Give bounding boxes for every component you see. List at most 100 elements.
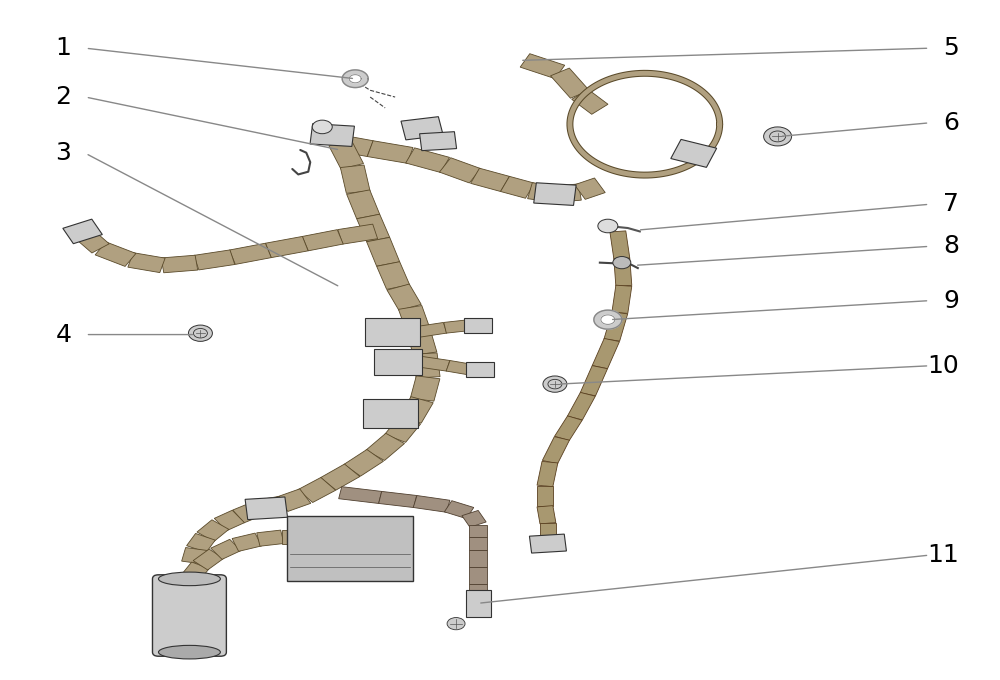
Circle shape <box>613 256 631 269</box>
Text: 11: 11 <box>928 543 959 567</box>
Polygon shape <box>580 366 608 396</box>
Bar <box>310 124 354 146</box>
Polygon shape <box>418 356 450 371</box>
Polygon shape <box>398 305 430 332</box>
Polygon shape <box>601 315 615 324</box>
Bar <box>466 362 494 377</box>
Polygon shape <box>572 89 608 114</box>
FancyBboxPatch shape <box>152 575 226 656</box>
Bar <box>363 399 418 428</box>
Polygon shape <box>181 562 209 582</box>
Polygon shape <box>74 228 109 253</box>
Polygon shape <box>357 214 390 242</box>
Polygon shape <box>257 530 284 546</box>
Polygon shape <box>553 184 581 202</box>
Polygon shape <box>347 190 380 219</box>
Circle shape <box>543 376 567 392</box>
Polygon shape <box>604 312 628 341</box>
Polygon shape <box>592 339 619 369</box>
Polygon shape <box>385 416 421 443</box>
Polygon shape <box>95 242 136 267</box>
Polygon shape <box>469 567 487 584</box>
Polygon shape <box>211 539 241 560</box>
Bar <box>464 318 492 333</box>
Polygon shape <box>337 135 373 156</box>
Polygon shape <box>399 396 433 423</box>
Polygon shape <box>379 492 417 507</box>
Polygon shape <box>406 148 450 173</box>
Polygon shape <box>232 533 262 551</box>
Text: 7: 7 <box>943 192 959 216</box>
Circle shape <box>312 120 332 134</box>
Circle shape <box>188 325 212 341</box>
Circle shape <box>548 379 562 389</box>
Polygon shape <box>338 224 378 244</box>
Polygon shape <box>340 165 370 193</box>
Polygon shape <box>332 532 358 549</box>
Polygon shape <box>367 141 413 163</box>
Ellipse shape <box>158 572 220 585</box>
Text: 9: 9 <box>943 288 959 313</box>
Polygon shape <box>309 530 336 545</box>
Text: 10: 10 <box>928 354 959 378</box>
Polygon shape <box>413 353 440 378</box>
Polygon shape <box>229 243 271 265</box>
Text: 1: 1 <box>56 36 71 61</box>
Polygon shape <box>444 320 471 333</box>
Polygon shape <box>439 158 481 183</box>
Polygon shape <box>182 547 207 564</box>
Polygon shape <box>377 262 410 290</box>
Circle shape <box>447 617 465 630</box>
Circle shape <box>764 127 792 146</box>
Polygon shape <box>406 328 437 355</box>
Polygon shape <box>551 68 589 98</box>
Polygon shape <box>612 285 632 313</box>
Text: 6: 6 <box>943 111 959 135</box>
Polygon shape <box>321 464 360 490</box>
Bar <box>374 349 422 375</box>
Polygon shape <box>255 496 285 516</box>
Polygon shape <box>537 486 553 506</box>
Polygon shape <box>469 537 487 550</box>
Bar <box>466 590 491 617</box>
Polygon shape <box>342 70 368 88</box>
Bar <box>534 183 576 205</box>
Bar <box>401 117 443 140</box>
Polygon shape <box>187 533 215 552</box>
Polygon shape <box>528 183 557 202</box>
Polygon shape <box>214 510 244 531</box>
Polygon shape <box>366 433 405 460</box>
Bar <box>245 497 288 520</box>
Polygon shape <box>302 230 343 251</box>
Polygon shape <box>540 523 556 540</box>
Polygon shape <box>349 75 361 83</box>
Circle shape <box>193 328 207 338</box>
Polygon shape <box>444 500 474 519</box>
Text: 3: 3 <box>56 141 71 165</box>
Polygon shape <box>194 250 235 270</box>
Polygon shape <box>610 231 630 259</box>
Polygon shape <box>339 487 382 503</box>
Polygon shape <box>298 477 336 503</box>
FancyBboxPatch shape <box>287 515 413 581</box>
Polygon shape <box>416 322 447 337</box>
Polygon shape <box>446 360 474 375</box>
Polygon shape <box>469 584 487 601</box>
Bar <box>365 318 420 346</box>
Polygon shape <box>542 437 569 464</box>
Polygon shape <box>161 255 198 273</box>
Polygon shape <box>555 416 582 441</box>
Polygon shape <box>537 506 556 524</box>
Polygon shape <box>277 489 311 511</box>
Polygon shape <box>410 376 440 401</box>
Polygon shape <box>265 237 308 258</box>
Polygon shape <box>575 178 605 199</box>
Polygon shape <box>282 530 310 543</box>
Circle shape <box>598 219 618 233</box>
Polygon shape <box>520 54 565 79</box>
Bar <box>671 139 717 167</box>
Polygon shape <box>469 524 487 537</box>
Polygon shape <box>471 168 509 192</box>
Polygon shape <box>462 511 486 527</box>
Text: 8: 8 <box>943 235 959 258</box>
